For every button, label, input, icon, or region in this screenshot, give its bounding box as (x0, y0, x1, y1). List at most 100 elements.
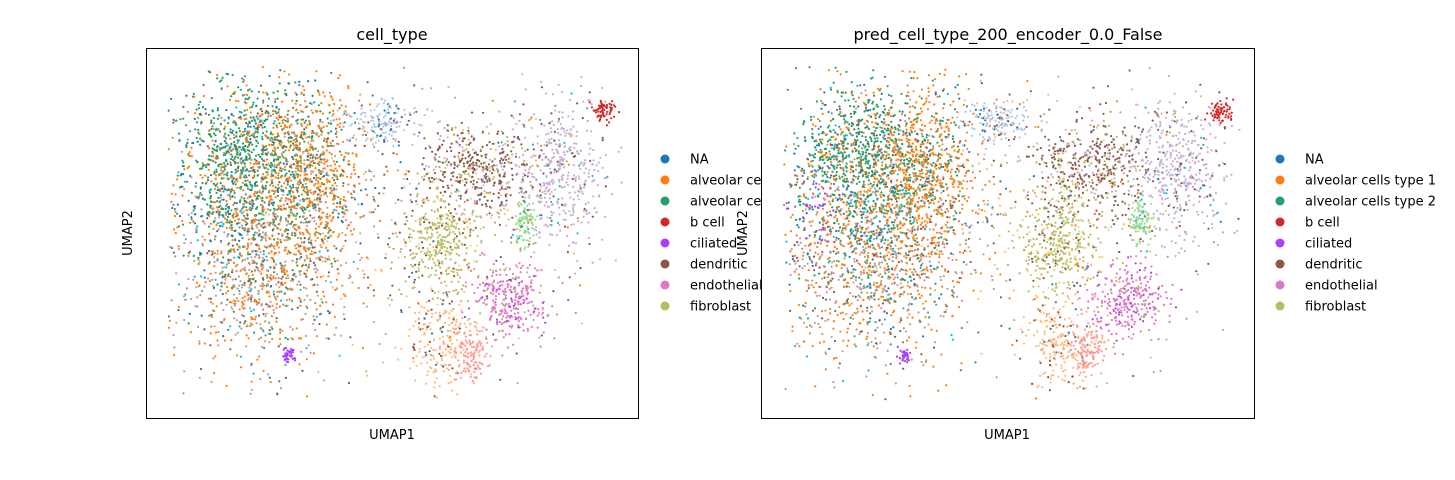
cell-point (458, 345, 461, 348)
cell-point (321, 112, 325, 115)
cell-point (455, 252, 458, 255)
cell-point (518, 165, 521, 168)
cell-point (313, 251, 316, 254)
cell-point (510, 298, 513, 301)
cell-point (293, 224, 296, 227)
cell-point (248, 132, 251, 135)
cell-point (486, 175, 490, 178)
cell-point (543, 204, 546, 207)
cell-point (278, 290, 281, 293)
cell-point (189, 174, 192, 177)
cell-point (599, 118, 602, 121)
cell-point (185, 146, 188, 149)
cell-point (197, 107, 201, 110)
cell-point (492, 271, 495, 274)
cell-point (438, 146, 441, 150)
cell-point (413, 286, 416, 289)
cell-point (554, 109, 557, 112)
cell-point (373, 123, 376, 126)
cell-point (229, 325, 232, 328)
cell-point (251, 184, 254, 187)
cell-point (445, 213, 448, 216)
cell-point (483, 253, 486, 256)
cell-point (512, 304, 515, 307)
cell-point (286, 180, 290, 183)
cell-point (329, 144, 332, 147)
cell-point (378, 123, 381, 126)
cell-point (279, 228, 282, 231)
cell-point (254, 162, 257, 165)
cell-point (275, 166, 278, 169)
cell-point (277, 118, 280, 121)
cell-point (276, 215, 279, 218)
cell-point (555, 148, 558, 151)
cell-point (488, 179, 491, 182)
cell-point (275, 106, 278, 109)
cell-point (434, 165, 437, 168)
cell-point (177, 132, 181, 135)
cell-point (593, 207, 596, 210)
cell-point (270, 131, 273, 134)
cell-point (233, 201, 236, 204)
cell-point (573, 178, 577, 181)
cell-point (250, 310, 253, 313)
cell-point (412, 325, 415, 328)
cell-point (428, 243, 432, 246)
cell-point (219, 173, 222, 176)
cell-point (304, 198, 307, 201)
cell-point (498, 314, 501, 317)
cell-point (382, 122, 385, 125)
cell-point (476, 186, 479, 189)
cell-point (240, 171, 243, 174)
cell-point (549, 127, 553, 130)
cell-point (233, 91, 236, 94)
cell-point (284, 260, 287, 263)
cell-point (322, 242, 325, 245)
cell-point (568, 244, 571, 247)
cell-point (225, 303, 228, 306)
cell-point (462, 284, 465, 287)
cell-point (266, 171, 269, 174)
cell-point (418, 261, 421, 264)
cell-point (477, 177, 480, 181)
cell-point (370, 115, 373, 118)
cell-point (469, 231, 472, 234)
cell-point (446, 295, 449, 298)
cell-point (258, 301, 261, 304)
cell-point (540, 86, 544, 89)
cell-point (357, 286, 360, 290)
cell-point (342, 182, 345, 185)
cell-point (227, 242, 231, 245)
cell-point (277, 76, 281, 79)
cell-point (448, 323, 451, 326)
cell-point (273, 136, 276, 139)
cell-point (262, 260, 265, 263)
cell-point (293, 205, 296, 208)
cell-point (446, 240, 449, 243)
cell-point (190, 211, 193, 215)
cell-point (284, 119, 287, 122)
cell-point (375, 136, 378, 139)
cell-point (472, 229, 475, 232)
cell-point (283, 175, 286, 178)
cell-point (254, 154, 258, 157)
cell-point (264, 237, 267, 240)
cell-point (229, 190, 232, 193)
cell-point (288, 126, 291, 129)
cell-point (458, 218, 461, 222)
cell-point (238, 256, 241, 259)
cell-point (232, 302, 235, 305)
cell-point (307, 159, 311, 162)
cell-point (304, 106, 307, 109)
cell-point (314, 147, 317, 150)
cell-point (217, 114, 221, 117)
cell-point (285, 163, 288, 166)
cell-point (511, 272, 514, 276)
cell-point (496, 321, 499, 324)
cell-point (275, 112, 278, 115)
cell-point (276, 164, 279, 167)
cell-point (307, 266, 310, 269)
cell-point (553, 188, 557, 191)
cell-point (254, 127, 257, 130)
cell-point (590, 130, 593, 133)
